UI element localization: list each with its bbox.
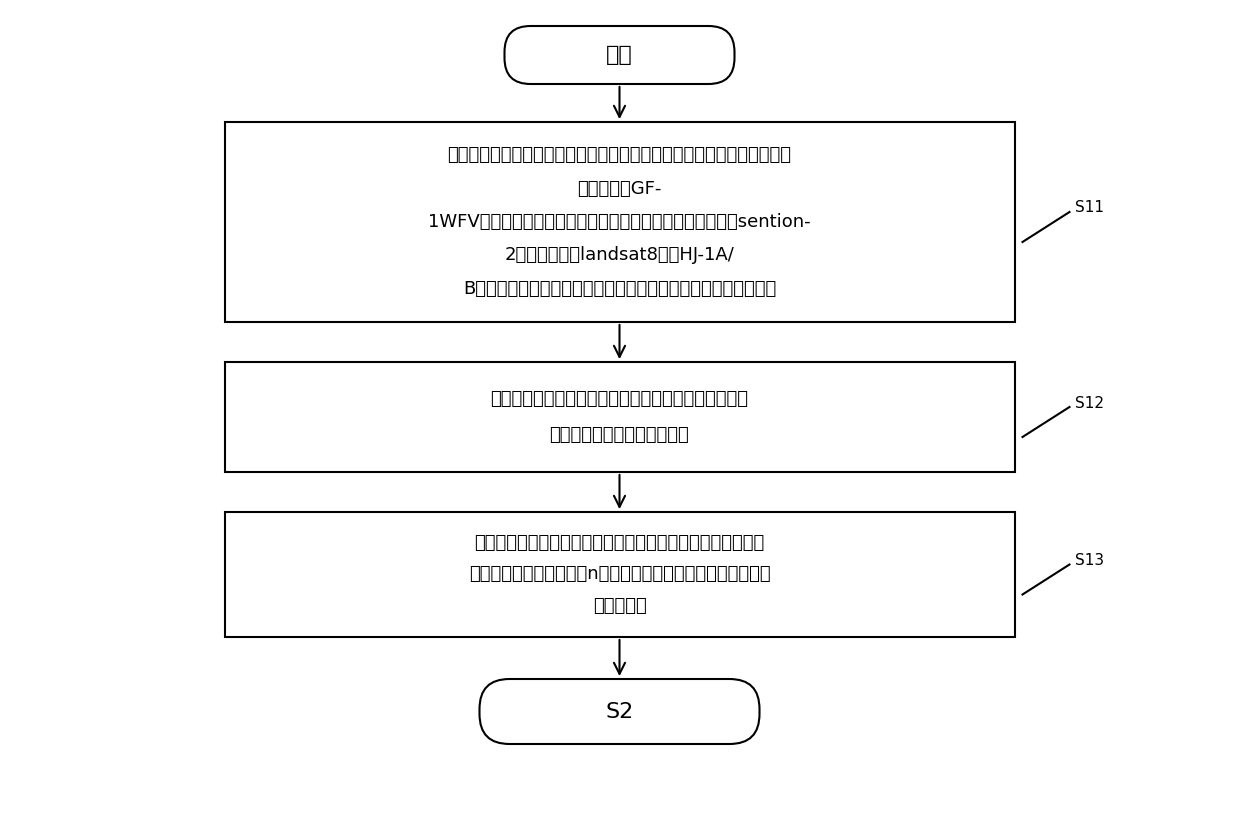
Text: S12: S12 — [1074, 396, 1104, 410]
Text: B代替；同时调查实施例范围的农作物类型以及各自的生长物候期: B代替；同时调查实施例范围的农作物类型以及各自的生长物候期 — [463, 280, 776, 298]
FancyBboxPatch shape — [224, 122, 1015, 322]
Text: 对样本的采集需要考虑其代表性、典型性、时效性，通过建立: 对样本的采集需要考虑其代表性、典型性、时效性，通过建立 — [475, 534, 764, 552]
Text: 规则格网将研究区划分为n块面积相同的区域，在各个区域内选: 规则格网将研究区划分为n块面积相同的区域，在各个区域内选 — [468, 565, 771, 583]
Text: S2: S2 — [606, 702, 633, 721]
FancyBboxPatch shape — [504, 26, 735, 84]
Text: 根据研究区的位置和范围，选择我国白主研发的具有高时间分辨率和高空: 根据研究区的位置和范围，选择我国白主研发的具有高时间分辨率和高空 — [447, 146, 792, 164]
Text: ，需要重采样统一空间分辨率: ，需要重采样统一空间分辨率 — [550, 426, 689, 445]
Text: S11: S11 — [1074, 201, 1104, 215]
FancyBboxPatch shape — [224, 512, 1015, 637]
Text: 2，高分二号，landsat8或者HJ-1A/: 2，高分二号，landsat8或者HJ-1A/ — [504, 246, 735, 264]
FancyBboxPatch shape — [479, 679, 760, 744]
FancyBboxPatch shape — [224, 362, 1015, 472]
Text: 对收集的数据进行遥感影像的处理，如果出现替代数据: 对收集的数据进行遥感影像的处理，如果出现替代数据 — [491, 390, 748, 408]
Text: S13: S13 — [1074, 553, 1104, 568]
Text: 取作物样本: 取作物样本 — [592, 596, 647, 614]
Text: 开始: 开始 — [606, 45, 633, 65]
Text: 1WFV数据，如果出现数据源不能完全覆盖的情况，考虑使用sention-: 1WFV数据，如果出现数据源不能完全覆盖的情况，考虑使用sention- — [429, 213, 810, 231]
Text: 间分辨率的GF-: 间分辨率的GF- — [577, 180, 662, 197]
